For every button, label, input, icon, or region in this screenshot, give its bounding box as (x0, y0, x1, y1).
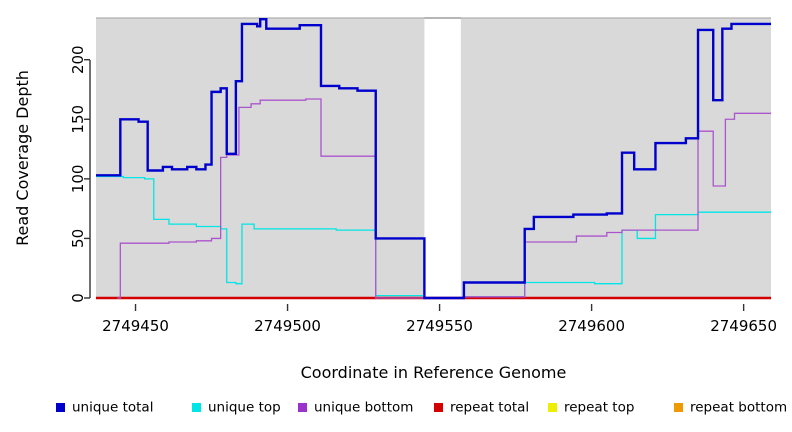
legend-label-unique-top: unique top (208, 400, 281, 416)
y-axis-title: Read Coverage Depth (13, 70, 32, 246)
axis-layer: 0 50 100 150 200 2749450 2749500 2749550 2749600… (13, 45, 777, 382)
legend-label-repeat-bottom: repeat bottom (690, 400, 787, 416)
legend-label-repeat-total: repeat total (450, 400, 529, 416)
chart-legend: unique total unique top unique bottom repea… (56, 400, 787, 416)
series-line-unique-total (96, 17, 771, 300)
legend-swatch-repeat-bottom (674, 403, 683, 412)
x-tick-label: 2749650 (710, 317, 777, 335)
y-tick-label: 100 (69, 165, 87, 194)
y-tick-label: 0 (69, 293, 87, 303)
legend-swatch-unique-bottom (298, 403, 307, 412)
legend-swatch-repeat-top (548, 403, 557, 412)
legend-swatch-unique-top (192, 403, 201, 412)
no-data-gap (424, 18, 461, 298)
x-tick-label: 2749550 (406, 317, 473, 335)
x-tick-label: 2749600 (558, 317, 625, 335)
series-line-unique-top (96, 175, 771, 299)
x-tick-label: 2749450 (102, 317, 169, 335)
x-axis-title: Coordinate in Reference Genome (301, 363, 567, 382)
legend-label-unique-bottom: unique bottom (314, 400, 413, 416)
y-tick-label: 150 (69, 105, 87, 134)
legend-swatch-repeat-total (434, 403, 443, 412)
legend-label-unique-total: unique total (72, 400, 153, 416)
legend-label-repeat-top: repeat top (564, 400, 634, 416)
series-layer (96, 17, 771, 300)
y-tick-label: 200 (69, 45, 87, 74)
plot-panel (96, 17, 771, 298)
y-tick-label: 50 (69, 229, 87, 248)
legend-swatch-unique-total (56, 403, 65, 412)
series-line-unique-bottom (117, 98, 771, 299)
x-tick-label: 2749500 (254, 317, 321, 335)
